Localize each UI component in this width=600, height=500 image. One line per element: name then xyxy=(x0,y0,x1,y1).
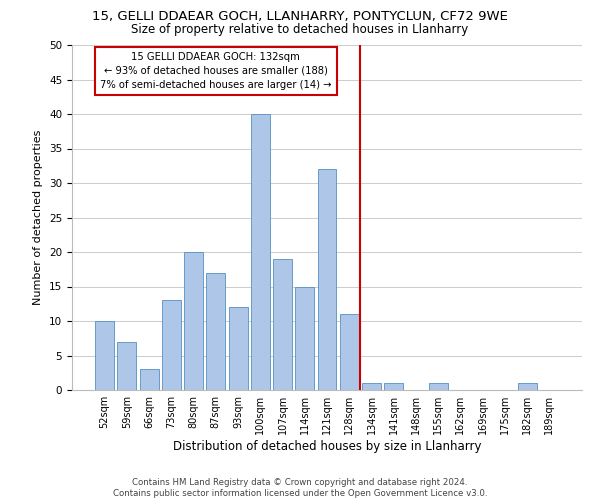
Bar xyxy=(95,321,114,390)
Bar xyxy=(317,169,337,390)
Text: Contains HM Land Registry data © Crown copyright and database right 2024.
Contai: Contains HM Land Registry data © Crown c… xyxy=(113,478,487,498)
Bar xyxy=(184,252,203,390)
Bar xyxy=(362,383,381,390)
Bar xyxy=(340,314,359,390)
Text: 15 GELLI DDAEAR GOCH: 132sqm
← 93% of detached houses are smaller (188)
7% of se: 15 GELLI DDAEAR GOCH: 132sqm ← 93% of de… xyxy=(100,52,332,90)
Bar xyxy=(429,383,448,390)
Text: Size of property relative to detached houses in Llanharry: Size of property relative to detached ho… xyxy=(131,22,469,36)
Bar xyxy=(251,114,270,390)
Bar xyxy=(295,286,314,390)
Bar xyxy=(206,272,225,390)
Bar xyxy=(118,342,136,390)
Bar xyxy=(273,259,292,390)
Y-axis label: Number of detached properties: Number of detached properties xyxy=(34,130,43,305)
Bar xyxy=(229,307,248,390)
Bar xyxy=(140,370,158,390)
Text: 15, GELLI DDAEAR GOCH, LLANHARRY, PONTYCLUN, CF72 9WE: 15, GELLI DDAEAR GOCH, LLANHARRY, PONTYC… xyxy=(92,10,508,23)
Bar xyxy=(162,300,181,390)
Bar xyxy=(384,383,403,390)
X-axis label: Distribution of detached houses by size in Llanharry: Distribution of detached houses by size … xyxy=(173,440,481,453)
Bar xyxy=(518,383,536,390)
